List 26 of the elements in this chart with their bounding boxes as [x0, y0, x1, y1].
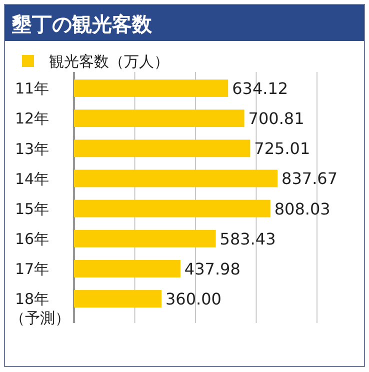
y-tick-label: 14年 — [15, 170, 50, 188]
data-label: 700.81 — [248, 109, 304, 128]
y-tick-label: 16年 — [15, 230, 50, 248]
y-tick-label: 13年 — [15, 140, 50, 158]
y-tick-label: 17年 — [15, 260, 50, 278]
data-label: 437.98 — [184, 259, 240, 278]
bar — [74, 200, 270, 218]
legend-label: 観光客数（万人） — [49, 52, 169, 70]
y-tick-label: 12年 — [15, 110, 50, 128]
bar — [74, 260, 180, 278]
data-label: 634.12 — [232, 79, 288, 98]
chart-title: 墾丁の観光客数 — [11, 12, 153, 36]
bar — [74, 230, 216, 248]
data-label: 583.43 — [220, 229, 276, 248]
y-tick-label: 11年 — [15, 80, 50, 98]
bar — [74, 290, 162, 308]
data-label: 808.03 — [274, 199, 330, 218]
bar — [74, 140, 250, 158]
bar — [74, 110, 244, 128]
y-tick-label: 18年（予測） — [10, 290, 70, 327]
data-label: 360.00 — [165, 290, 222, 309]
y-tick-label: 15年 — [15, 200, 50, 218]
data-label: 837.67 — [282, 169, 338, 188]
bar — [74, 170, 278, 188]
bar — [74, 80, 228, 97]
data-label: 725.01 — [254, 139, 310, 158]
